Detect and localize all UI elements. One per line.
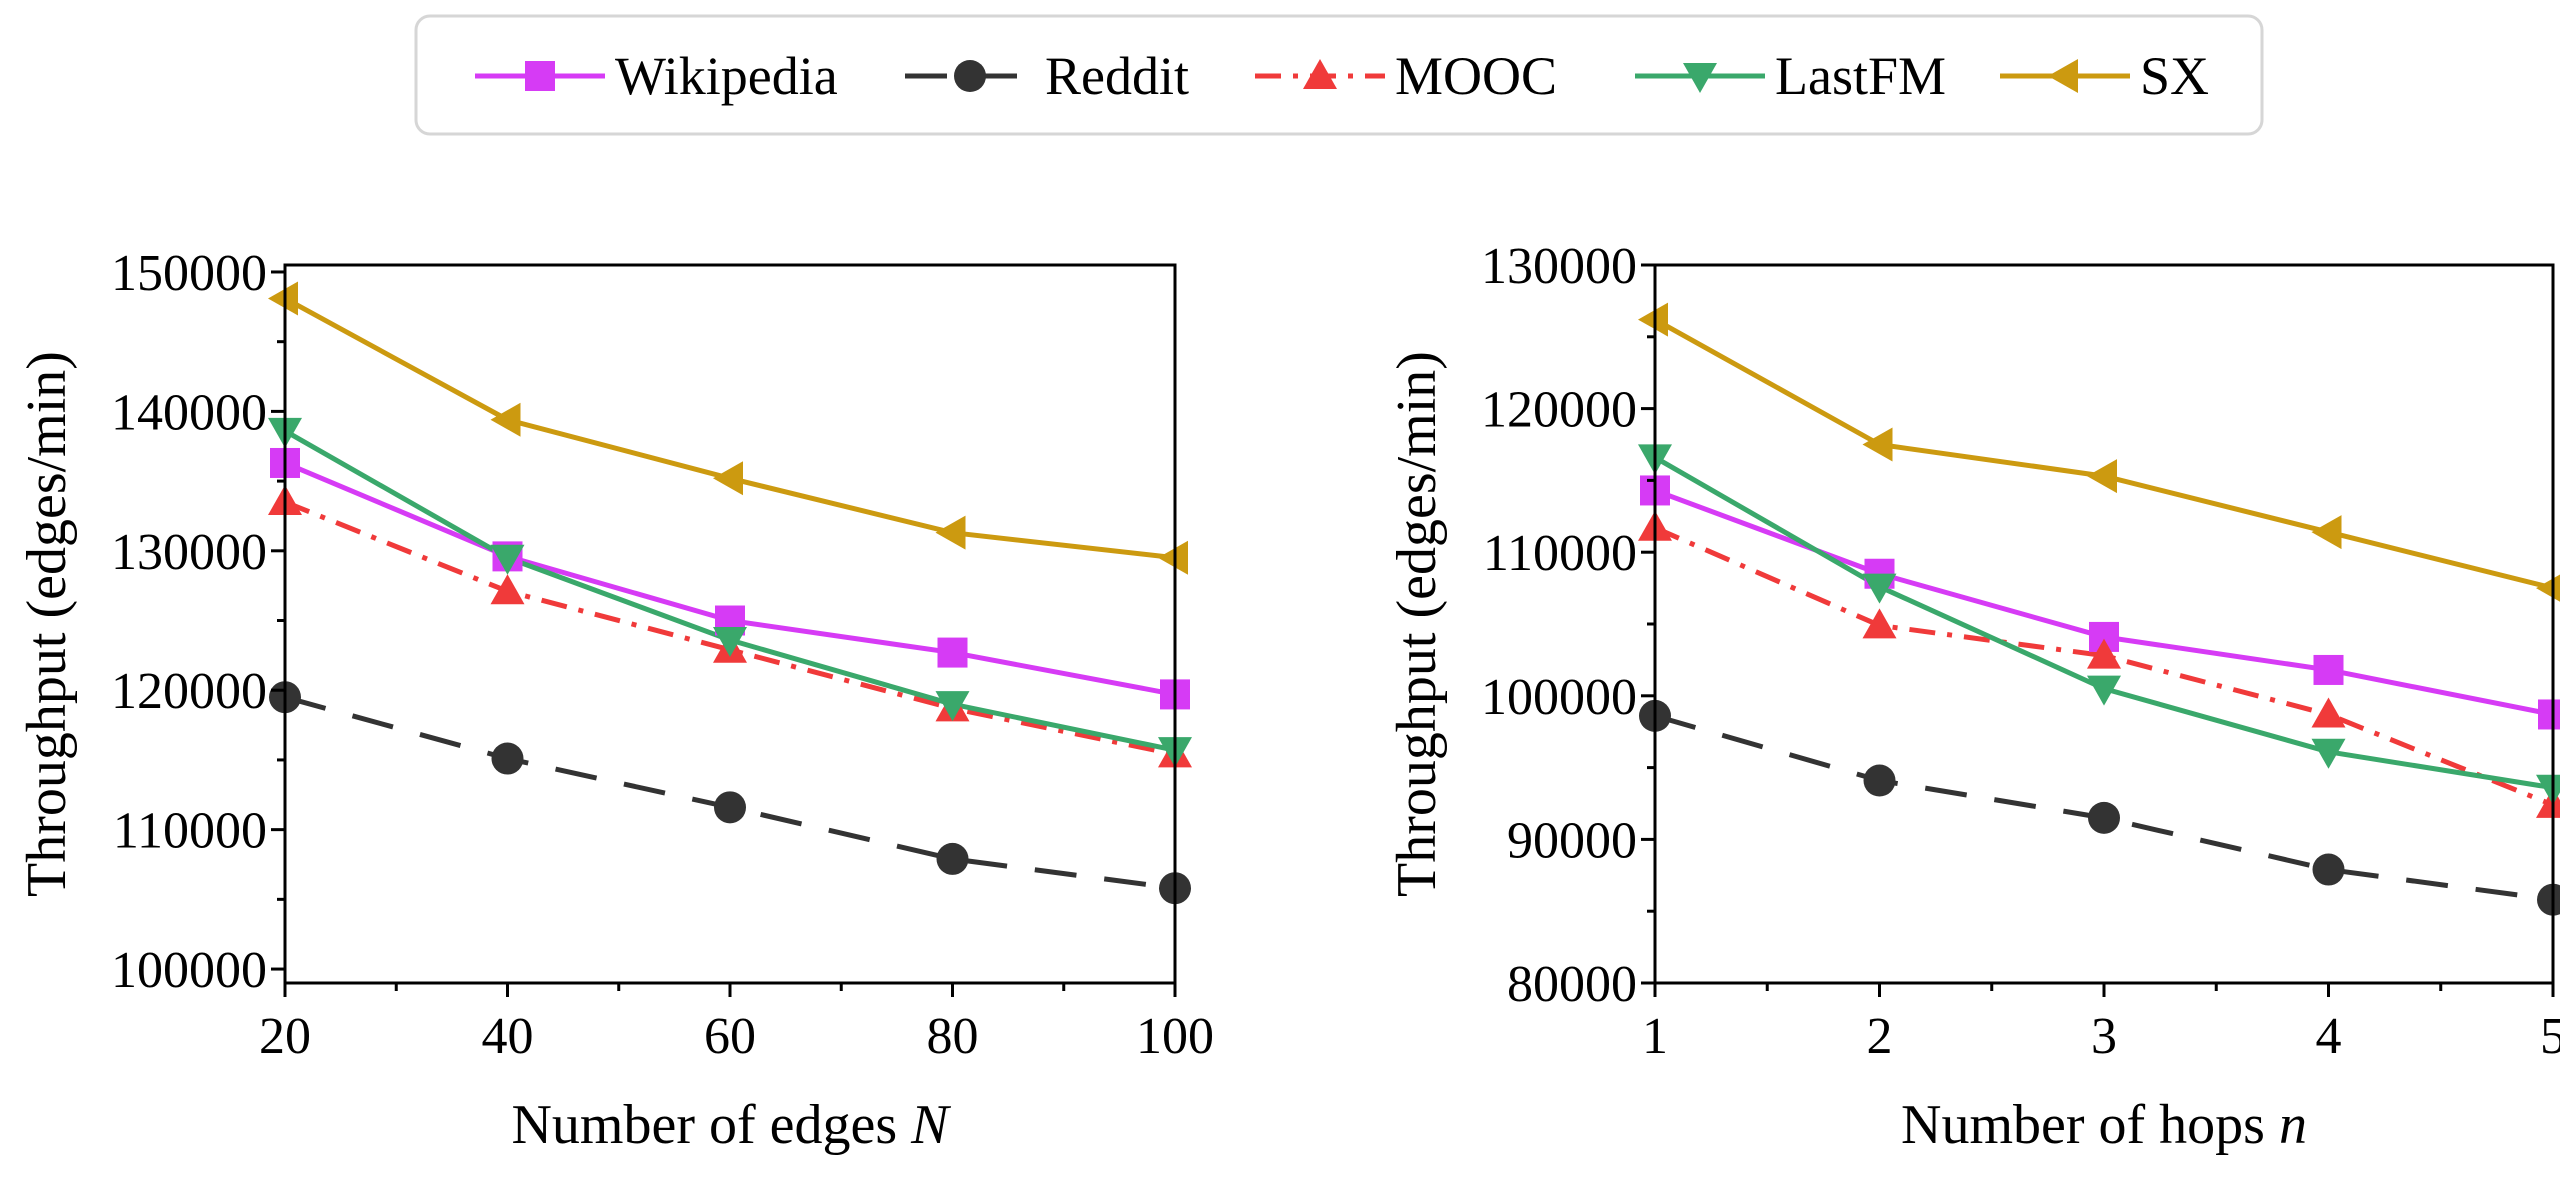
point-wikipedia-4 <box>2313 654 2344 685</box>
x-tick-label: 80 <box>927 1008 979 1065</box>
point-sx-20 <box>268 281 298 316</box>
legend: Wikipedia Reddit MOOC LastFM SX <box>414 14 2264 136</box>
legend-marker-mooc <box>1303 59 1337 89</box>
legend-label-sx: SX <box>2140 46 2209 106</box>
x-axis-title-text: Number of edges <box>511 1094 911 1156</box>
y-tick-label: 80000 <box>1507 956 1637 1013</box>
legend-label-lastfm: LastFM <box>1775 46 1946 106</box>
x-axis-variable: N <box>910 1094 951 1156</box>
x-axis-variable: n <box>2279 1094 2307 1156</box>
x-axis-title: Number of edges N <box>511 1094 951 1156</box>
point-sx-3 <box>2087 459 2117 494</box>
x-tick-label: 40 <box>482 1008 534 1065</box>
y-tick-label: 120000 <box>111 663 267 720</box>
point-sx-4 <box>2311 515 2342 550</box>
legend-marker-wikipedia <box>525 61 555 91</box>
series-line-mooc <box>284 499 1176 757</box>
x-tick-label: 2 <box>1867 1008 1893 1065</box>
y-tick-label: 130000 <box>111 524 267 581</box>
legend-entry-wikipedia: Wikipedia <box>475 46 838 106</box>
point-mooc-2 <box>1862 608 1897 639</box>
legend-label-wikipedia: Wikipedia <box>615 46 838 106</box>
point-reddit-60 <box>714 791 746 824</box>
y-tick-label: 130000 <box>1481 238 1637 295</box>
y-tick-label: 110000 <box>113 803 267 860</box>
point-sx-1 <box>1638 302 1668 337</box>
point-reddit-40 <box>491 742 524 775</box>
point-lastfm-40 <box>490 544 525 575</box>
point-lastfm-3 <box>2087 675 2121 706</box>
chart-hops: 80000 90000 100000 110000 120000 130000 1 2 3 4 5 N… <box>1386 238 2560 1156</box>
point-lastfm-60 <box>713 627 747 658</box>
x-axis-title: Number of hops n <box>1901 1094 2307 1156</box>
y-tick-label: 110000 <box>1483 525 1637 582</box>
point-reddit-5 <box>2537 883 2560 916</box>
point-mooc-40 <box>490 574 525 605</box>
legend-marker-reddit <box>954 60 986 92</box>
y-tick-label: 140000 <box>111 384 267 441</box>
point-reddit-4 <box>2312 853 2345 886</box>
point-sx-40 <box>490 402 521 437</box>
y-tick-label: 120000 <box>1481 382 1637 439</box>
legend-frame <box>414 14 2264 136</box>
point-reddit-80 <box>936 842 969 875</box>
point-lastfm-2 <box>1862 573 1897 604</box>
legend-marker-lastfm <box>1683 63 1717 93</box>
point-reddit-2 <box>1863 764 1896 797</box>
legend-entry-sx: SX <box>2000 46 2209 106</box>
point-lastfm-4 <box>2311 738 2346 769</box>
point-mooc-4 <box>2311 697 2346 728</box>
legend-entry-lastfm: LastFM <box>1635 46 1946 106</box>
y-tick-label: 150000 <box>111 245 267 302</box>
point-wikipedia-80 <box>937 637 968 668</box>
point-mooc-3 <box>2087 638 2121 669</box>
x-tick-label: 4 <box>2316 1008 2342 1065</box>
x-tick-label: 1 <box>1642 1008 1668 1065</box>
point-wikipedia-5 <box>2538 699 2560 730</box>
y-tick-label: 100000 <box>111 942 267 999</box>
y-axis-title: Throughput (edges/min) <box>16 351 78 897</box>
y-tick-label: 100000 <box>1481 669 1637 726</box>
x-tick-label: 3 <box>2091 1008 2117 1065</box>
legend-entry-mooc: MOOC <box>1255 46 1557 106</box>
point-reddit-3 <box>2088 801 2120 834</box>
x-tick-label: 100 <box>1136 1008 1214 1065</box>
chart-edges: 100000 110000 120000 130000 140000 150000 20 40… <box>16 245 1214 1156</box>
point-sx-2 <box>1862 427 1893 462</box>
point-sx-80 <box>935 515 966 550</box>
y-axis-title: Throughput (edges/min) <box>1386 351 1448 897</box>
x-axis-title-text: Number of hops <box>1901 1094 2279 1156</box>
y-tick-label: 90000 <box>1507 812 1637 869</box>
x-tick-label: 20 <box>259 1008 311 1065</box>
x-tick-label: 5 <box>2540 1008 2560 1065</box>
point-lastfm-80 <box>935 691 970 722</box>
series-line-mooc <box>1654 525 2554 808</box>
x-tick-label: 60 <box>704 1008 756 1065</box>
legend-entry-reddit: Reddit <box>905 46 1189 106</box>
legend-label-reddit: Reddit <box>1045 46 1189 106</box>
point-sx-100 <box>1158 540 1188 575</box>
legend-marker-sx <box>2048 59 2078 93</box>
legend-label-mooc: MOOC <box>1395 46 1557 106</box>
point-sx-60 <box>713 461 743 496</box>
series-line-sx <box>1653 317 2554 591</box>
point-sx-5 <box>2536 574 2560 602</box>
